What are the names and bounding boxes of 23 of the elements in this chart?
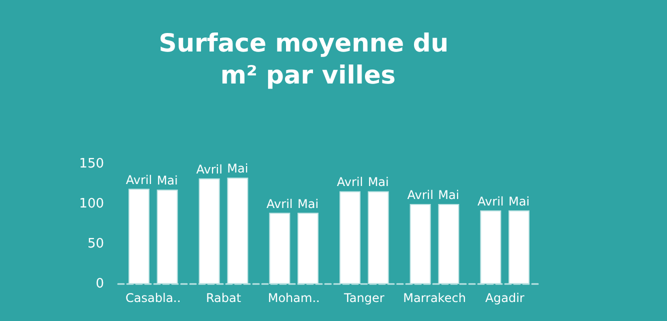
x-tick-label: Marrakech <box>403 291 466 305</box>
text: Avril <box>336 175 364 190</box>
x-tick-label: Rabat <box>206 291 242 305</box>
series-label: Avril <box>266 196 293 211</box>
text: Mai <box>156 174 178 188</box>
text: Avril <box>126 172 152 187</box>
text: Avril <box>478 194 504 208</box>
y-tick-label: 150 <box>79 156 104 172</box>
series-label: Mai <box>297 196 319 211</box>
text: Mai <box>438 188 460 202</box>
text: Mai <box>368 175 389 190</box>
x-tick-label: Tanger <box>343 291 384 305</box>
y-tick-label: 50 <box>87 236 104 252</box>
chart-title: Surface moyenne du m² par villes <box>158 28 458 90</box>
text: Avril <box>407 188 434 202</box>
y-tick-label: 0 <box>96 276 104 292</box>
text: Mai <box>227 162 248 176</box>
x-tick-label: Casabla.. <box>126 291 181 305</box>
text: Avril <box>196 162 222 176</box>
text: Mai <box>508 194 530 208</box>
y-tick-label: 100 <box>79 196 104 212</box>
x-tick-label: Moham.. <box>268 291 320 305</box>
x-tick-label: Agadir <box>485 291 524 305</box>
